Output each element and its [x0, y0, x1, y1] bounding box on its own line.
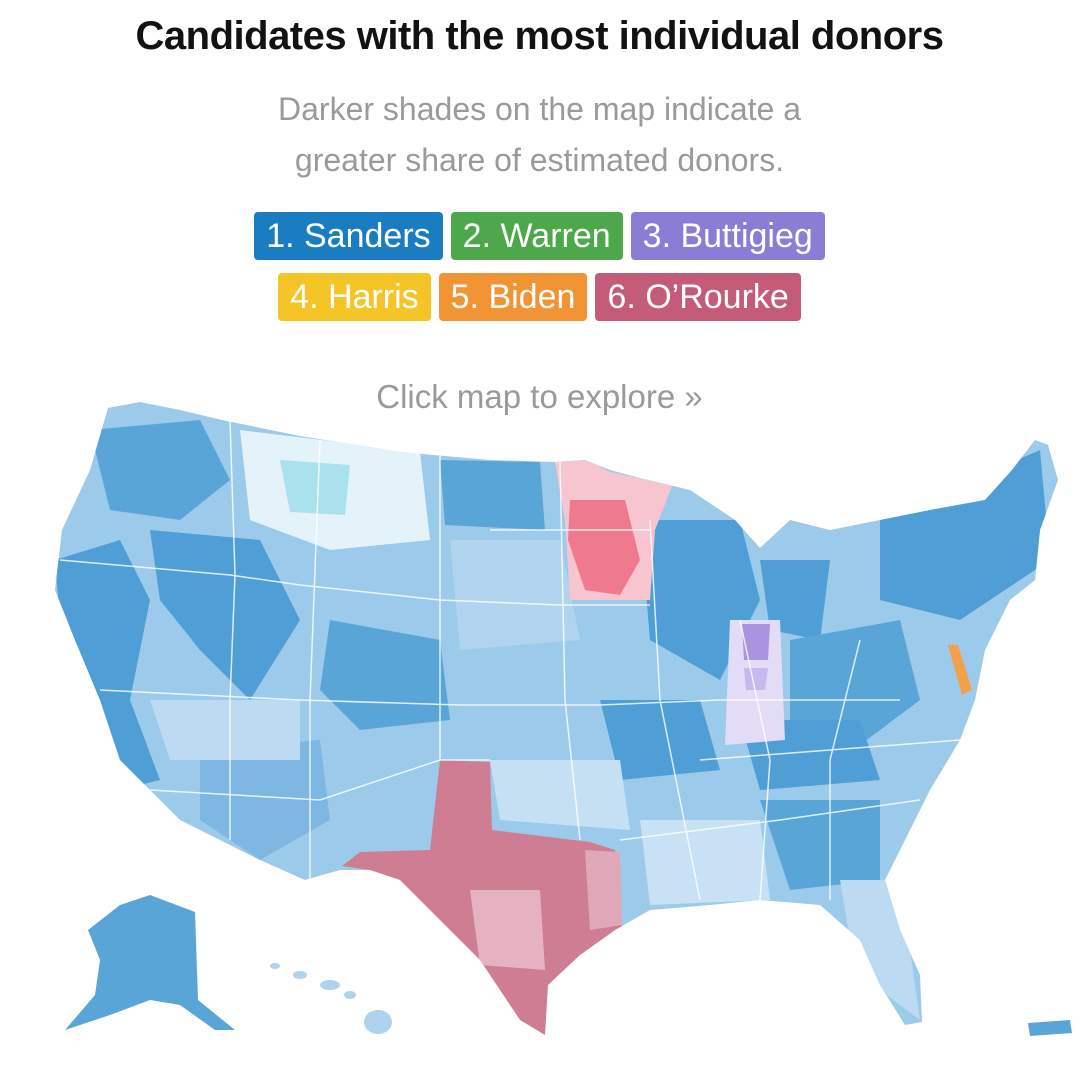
sanders-dark-rockies — [150, 530, 300, 700]
legend-row-1: 1. Sanders 2. Warren 3. Buttigieg — [0, 212, 1079, 260]
legend-orourke[interactable]: 6. O’Rourke — [595, 273, 801, 321]
subtitle-line-2: greater share of estimated donors. — [294, 142, 785, 178]
subtitle: Darker shades on the map indicate a grea… — [0, 84, 1079, 186]
buttigieg-patch-north — [742, 624, 770, 660]
texas-light-east — [585, 850, 622, 930]
sanders-light-south — [640, 820, 770, 905]
sanders-dark-colorado — [320, 620, 450, 730]
sanders-light-florida — [840, 880, 920, 1020]
sanders-dark-georgia — [760, 800, 880, 890]
buttigieg-patch-south — [744, 668, 768, 690]
sanders-dark-west — [55, 540, 160, 790]
sanders-light-oklahoma — [490, 760, 630, 830]
hawaii-shape[interactable] — [270, 963, 392, 1034]
biden-patch — [948, 645, 972, 695]
page-title: Candidates with the most individual dono… — [135, 14, 944, 58]
sanders-dark-missouri — [600, 700, 720, 780]
legend-row-2: 4. Harris 5. Biden 6. O’Rourke — [0, 273, 1079, 321]
sanders-light-west — [150, 700, 300, 760]
legend-warren[interactable]: 2. Warren — [450, 212, 623, 260]
explore-link[interactable]: Click map to explore » — [376, 378, 703, 415]
sanders-dark-dakota — [440, 460, 545, 530]
sanders-light-plains — [450, 540, 580, 650]
legend-biden[interactable]: 5. Biden — [438, 273, 588, 321]
subtitle-line-1: Darker shades on the map indicate a — [278, 91, 801, 127]
alaska-shape[interactable] — [65, 895, 235, 1030]
texas-light-center — [470, 890, 545, 970]
montana-cyan-region — [280, 460, 350, 515]
sanders-dark-northeast — [880, 450, 1050, 620]
legend-sanders[interactable]: 1. Sanders — [254, 212, 443, 260]
puerto-rico-shape[interactable] — [1028, 1020, 1072, 1036]
sanders-dark-southwest — [200, 740, 330, 860]
legend-buttigieg[interactable]: 3. Buttigieg — [630, 212, 825, 260]
legend-harris[interactable]: 4. Harris — [278, 273, 431, 321]
minnesota-red-core — [568, 500, 640, 595]
sanders-dark-northwest — [90, 420, 230, 520]
state-borders — [59, 419, 961, 901]
